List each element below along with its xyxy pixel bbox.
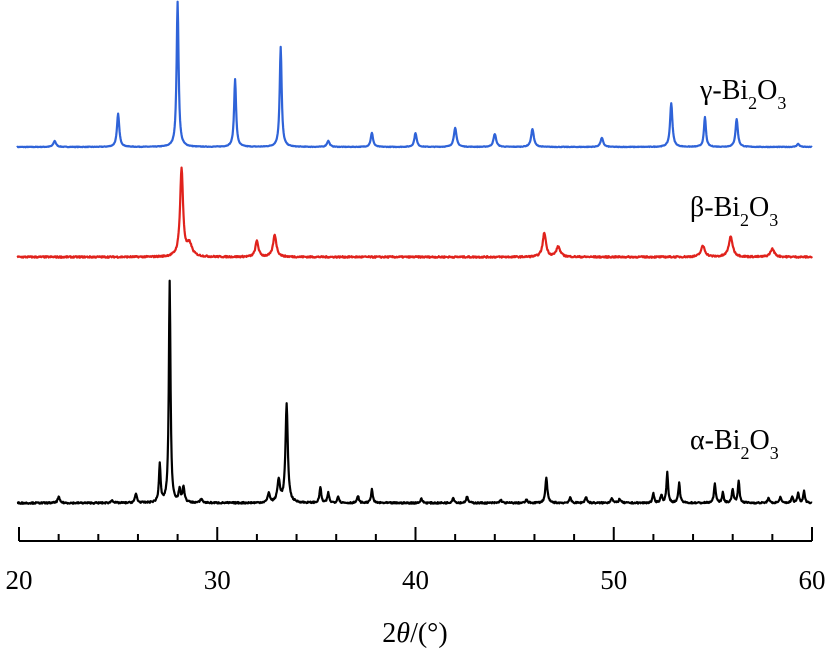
x-tick-label: 40 xyxy=(402,565,429,595)
series-label-gamma: γ-Bi2O3 xyxy=(699,75,786,113)
series-line-alpha xyxy=(16,279,813,505)
x-tick-label: 30 xyxy=(204,565,231,595)
x-tick-label: 60 xyxy=(799,565,826,595)
trace-group xyxy=(16,0,813,505)
x-tick-group: 20 30 40 50 60 xyxy=(6,527,826,595)
series-line-beta xyxy=(16,166,813,259)
x-axis: 20 30 40 50 60 xyxy=(6,527,826,595)
x-axis-title: 2θ/(°) xyxy=(382,618,447,649)
x-tick-label: 20 xyxy=(6,565,33,595)
series-line-gamma xyxy=(16,0,813,149)
series-label-group: γ-Bi2O3 β-Bi2O3 α-Bi2O3 xyxy=(690,75,786,463)
series-label-beta: β-Bi2O3 xyxy=(690,192,778,230)
x-tick-label: 50 xyxy=(600,565,627,595)
series-label-alpha: α-Bi2O3 xyxy=(690,425,779,463)
